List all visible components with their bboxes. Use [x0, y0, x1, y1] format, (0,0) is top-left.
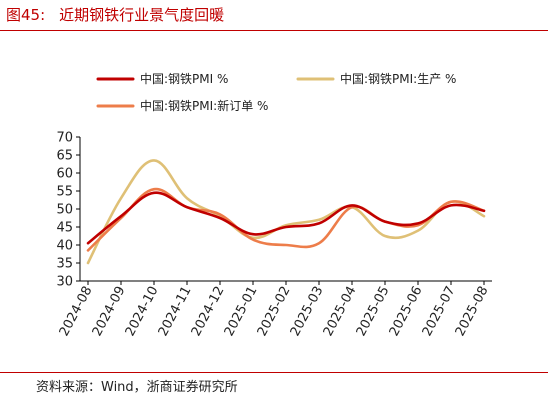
y-tick-label: 50	[56, 203, 73, 218]
y-tick-label: 40	[56, 239, 73, 254]
figure-title-text: 近期钢铁行业景气度回暖	[59, 6, 225, 24]
y-tick-label: 35	[56, 257, 73, 272]
legend-label-steel-pmi-production: 中国:钢铁PMI:生产 %	[340, 71, 456, 86]
legend-label-steel-pmi-new-orders: 中国:钢铁PMI:新订单 %	[140, 98, 268, 113]
legend-item-steel-pmi-new-orders: 中国:钢铁PMI:新订单 %	[96, 98, 268, 113]
figure-title: 图45: 近期钢铁行业景气度回暖	[6, 4, 224, 25]
x-tick-label: 2025-08	[453, 284, 492, 339]
title-divider	[0, 30, 548, 31]
y-axis: 30 35 40 45 50 55 60 65 70	[56, 131, 81, 290]
y-tick-label: 55	[56, 185, 73, 200]
series-line-steel-pmi-production	[86, 159, 486, 265]
source-note: 资料来源：Wind，浙商证券研究所	[36, 380, 238, 395]
figure-number: 图45:	[6, 6, 46, 24]
y-tick-label: 45	[56, 221, 73, 236]
legend-item-steel-pmi-production: 中国:钢铁PMI:生产 %	[296, 71, 456, 86]
legend-item-steel-pmi: 中国:钢铁PMI %	[96, 71, 228, 86]
y-tick-label: 60	[56, 167, 73, 182]
y-tick-label: 30	[56, 275, 73, 290]
y-tick-label: 70	[56, 131, 73, 146]
series-line-steel-pmi	[86, 191, 486, 245]
plot-series	[86, 159, 486, 265]
legend: 中国:钢铁PMI % 中国:钢铁PMI:生产 % 中国:钢铁PMI:新订单 %	[96, 71, 456, 113]
legend-label-steel-pmi: 中国:钢铁PMI %	[140, 71, 228, 86]
x-axis: 2024-082024-092024-102024-112024-122025-…	[57, 280, 492, 339]
source-divider	[0, 372, 548, 373]
y-tick-label: 65	[56, 149, 73, 164]
series-line-steel-pmi-new-orders	[86, 187, 486, 252]
